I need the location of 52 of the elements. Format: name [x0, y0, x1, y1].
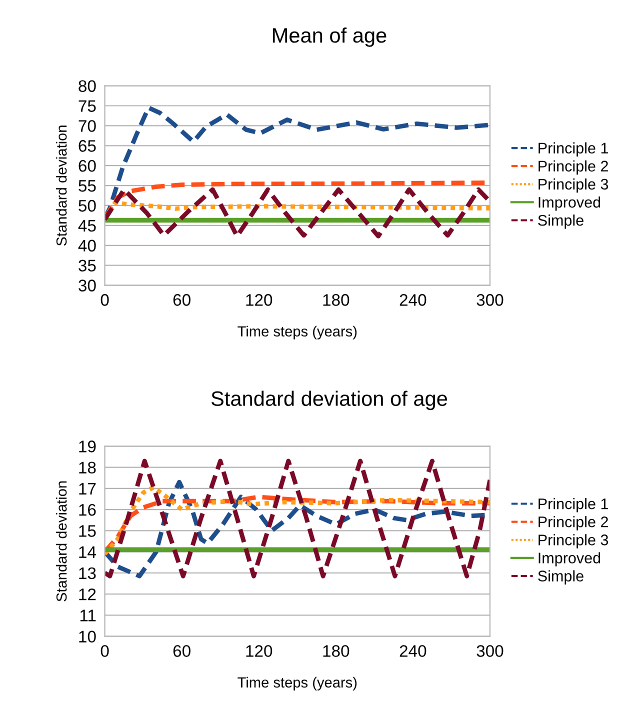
x-tick-label: 120 — [246, 645, 272, 657]
y-tick-label: 60 — [78, 160, 96, 172]
x-axis-title: Time steps (years) — [238, 326, 357, 340]
y-tick-label: 14 — [79, 546, 96, 558]
y-tick-label: 11 — [80, 610, 96, 622]
x-tick-label: 180 — [323, 294, 350, 306]
y-tick-label: 35 — [78, 260, 96, 272]
y-tick-label: 30 — [78, 280, 96, 292]
chart-title: Standard deviation of age — [211, 390, 448, 410]
line-series — [104, 458, 490, 578]
y-tick-label: 45 — [78, 220, 96, 232]
y-tick-label: 70 — [78, 120, 96, 132]
x-tick-label: 0 — [100, 294, 109, 306]
y-tick-label: 80 — [78, 80, 96, 92]
x-tick-label: 120 — [246, 294, 272, 306]
legend-label: Simple — [538, 214, 584, 229]
legend-label: Principle 1 — [538, 142, 608, 157]
legend-label: Principle 3 — [538, 534, 608, 548]
y-tick-label: 10 — [79, 630, 96, 643]
x-tick-label: 180 — [323, 645, 350, 657]
x-tick-label: 60 — [173, 294, 190, 306]
y-tick-label: 15 — [79, 525, 96, 537]
y-tick-label: 55 — [78, 180, 96, 192]
y-tick-label: 40 — [78, 240, 96, 252]
line-series — [104, 485, 490, 556]
x-tick-label: 240 — [400, 645, 426, 657]
y-tick-label: 13 — [79, 567, 96, 580]
x-tick-label: 0 — [100, 645, 109, 657]
line-series — [104, 187, 490, 238]
y-tick-label: 19 — [79, 440, 96, 452]
y-axis-title: Standard deviation — [56, 126, 67, 246]
y-axis-title: Standard deviation — [56, 481, 67, 602]
legend-label: Principle 2 — [538, 516, 608, 530]
y-tick-label: 17 — [79, 482, 96, 494]
legend-label: Improved — [538, 196, 600, 211]
x-axis-title: Time steps (years) — [238, 676, 357, 690]
x-tick-label: 240 — [400, 294, 426, 306]
legend-label: Principle 1 — [538, 498, 608, 512]
legend-label: Simple — [538, 570, 584, 584]
x-tick-label: 60 — [173, 645, 190, 657]
legend-label: Principle 3 — [538, 178, 608, 193]
y-tick-label: 65 — [78, 140, 96, 152]
legend-label: Principle 2 — [538, 160, 608, 175]
y-tick-label: 12 — [79, 588, 96, 600]
x-tick-label: 300 — [476, 294, 504, 306]
y-tick-label: 75 — [78, 100, 96, 112]
x-tick-label: 300 — [476, 645, 504, 657]
y-tick-label: 16 — [79, 504, 96, 516]
y-tick-label: 50 — [78, 200, 96, 212]
y-tick-label: 18 — [79, 462, 96, 474]
legend-label: Improved — [538, 552, 600, 566]
chart-title: Mean of age — [273, 27, 386, 47]
